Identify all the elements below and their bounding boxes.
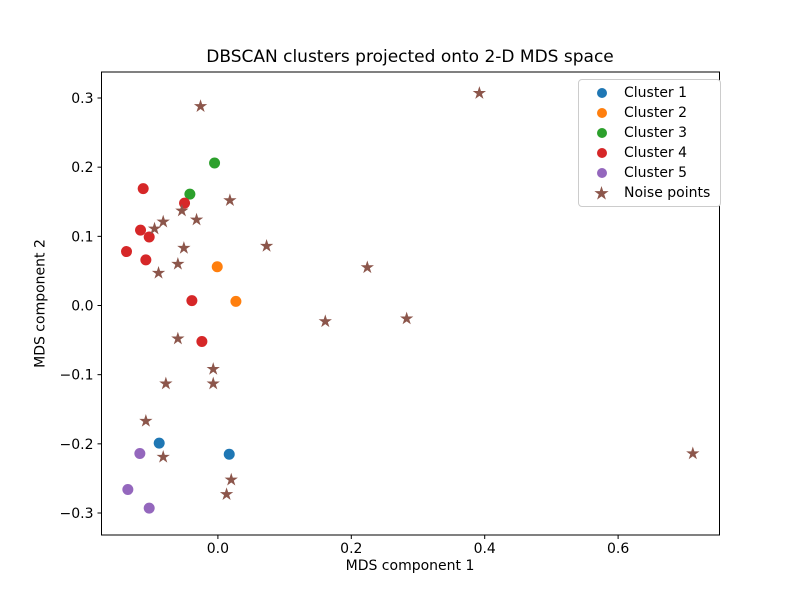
- svg-text:0.4: 0.4: [474, 541, 496, 557]
- svg-text:−0.2: −0.2: [60, 437, 94, 453]
- y-axis-label: MDS component 2: [32, 239, 49, 368]
- legend-row-cluster-2: Cluster 2: [587, 103, 710, 123]
- legend-row-cluster-3: Cluster 3: [587, 123, 710, 143]
- cluster-2-circle-icon: [587, 108, 616, 118]
- x-axis-label: MDS component 1: [345, 558, 475, 574]
- svg-text:−0.1: −0.1: [60, 368, 94, 384]
- legend-row-cluster-1: Cluster 1: [587, 83, 710, 103]
- legend-row-noise-points: Noise points: [587, 183, 710, 203]
- legend-label: Noise points: [624, 185, 711, 201]
- legend: Cluster 1 Cluster 2 Cluster 3 Cluster 4 …: [578, 79, 722, 207]
- cluster-5-circle-icon: [587, 168, 616, 178]
- svg-text:0.2: 0.2: [71, 160, 93, 176]
- legend-row-cluster-5: Cluster 5: [587, 163, 710, 183]
- legend-label: Cluster 5: [624, 165, 688, 181]
- svg-text:−0.3: −0.3: [60, 506, 94, 522]
- cluster-3-circle-icon: [587, 128, 616, 138]
- svg-text:0.2: 0.2: [340, 541, 362, 557]
- legend-label: Cluster 1: [624, 85, 688, 101]
- svg-text:0.3: 0.3: [71, 91, 93, 107]
- legend-label: Cluster 4: [624, 145, 688, 161]
- noise-star-icon: [587, 185, 616, 202]
- cluster-4-circle-icon: [587, 148, 616, 158]
- legend-row-cluster-4: Cluster 4: [587, 143, 710, 163]
- svg-text:0.0: 0.0: [71, 299, 93, 315]
- legend-label: Cluster 3: [624, 125, 688, 141]
- chart-title: DBSCAN clusters projected onto 2-D MDS s…: [206, 47, 614, 67]
- legend-label: Cluster 2: [624, 105, 688, 121]
- svg-text:0.6: 0.6: [607, 541, 629, 557]
- svg-text:0.1: 0.1: [71, 229, 93, 245]
- cluster-1-circle-icon: [587, 88, 616, 98]
- svg-text:0.0: 0.0: [207, 541, 229, 557]
